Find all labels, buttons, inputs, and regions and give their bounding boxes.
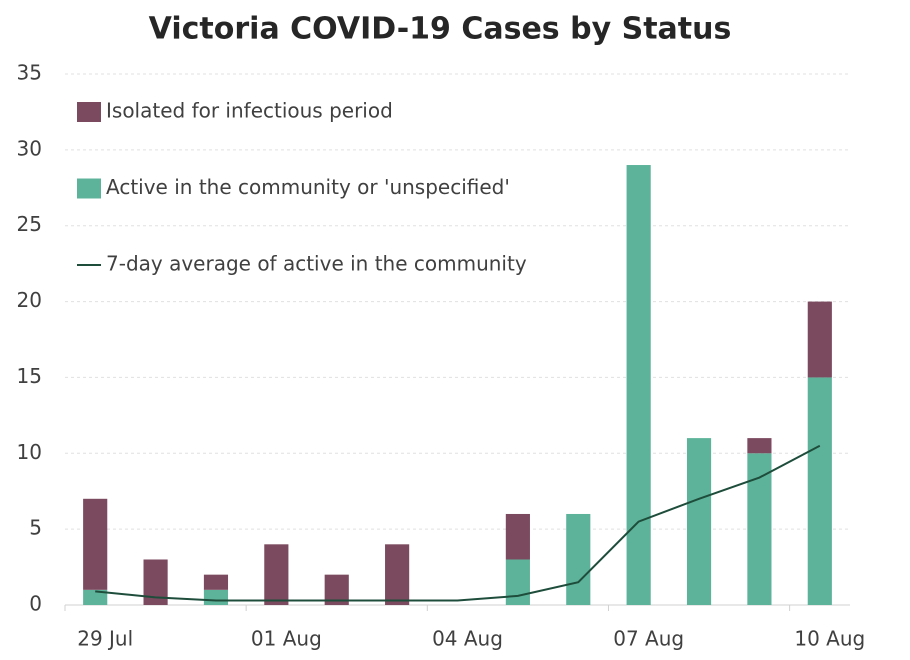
x-tick-label: 07 Aug [613,627,684,651]
x-tick-label: 04 Aug [432,627,503,651]
y-tick-label: 5 [29,516,42,540]
y-tick-label: 35 [17,61,42,85]
bar [203,589,229,605]
bar [626,165,651,605]
bar [686,438,712,605]
x-tick-label: 01 Aug [251,627,322,651]
y-tick-label: 25 [17,212,42,236]
y-tick-label: 0 [29,592,42,616]
bar [264,544,289,605]
bar [747,438,772,454]
bar [747,453,772,605]
bar [566,513,591,605]
bar [83,589,108,605]
bar [807,377,832,605]
bar [203,574,229,590]
line [95,444,821,602]
legend-swatch [77,178,101,199]
bar [807,301,832,378]
bar [505,559,530,605]
x-tick-label: 10 Aug [794,627,865,651]
y-tick-label: 15 [17,364,42,388]
y-tick-label: 30 [17,136,42,160]
chart-title: Victoria COVID-19 Cases by Status [149,12,732,47]
bar [385,544,410,605]
legend-label: Active in the community or 'unspecified' [106,175,510,199]
x-tick-label: 29 Jul [77,627,133,651]
y-tick-label: 20 [17,288,42,312]
legend-label: 7-day average of active in the community [106,252,527,276]
legend-swatch [77,102,101,122]
bar [505,513,530,560]
legend-label: Isolated for infectious period [106,99,393,123]
y-tick-label: 10 [17,440,42,464]
bar [83,498,108,590]
